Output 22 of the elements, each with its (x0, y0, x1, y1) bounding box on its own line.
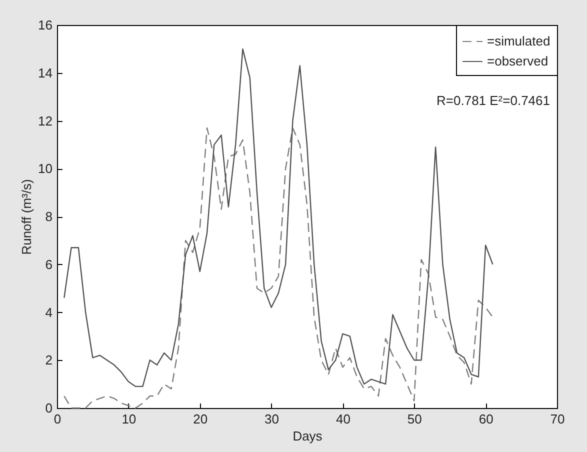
line-series (64, 127, 494, 409)
x-tick-label: 50 (407, 412, 422, 426)
y-tick-label: 12 (38, 113, 52, 128)
y-tick-label: 10 (38, 161, 52, 176)
x-tick-label: 10 (122, 412, 136, 426)
y-tick-label: 2 (45, 352, 52, 368)
y-axis-title: Runoff (m³/s) (19, 179, 34, 255)
y-tick-label: 4 (45, 304, 52, 320)
y-tick-label: 16 (38, 18, 52, 32)
y-tick-label: 8 (45, 209, 52, 224)
annotation: R=0.781 E²=0.7461 (436, 93, 550, 108)
legend-label: =observed (487, 54, 548, 68)
x-tick-label: 70 (550, 412, 565, 426)
x-tick-label: 60 (478, 412, 494, 426)
x-tick-label: 20 (193, 412, 208, 426)
x-tick-label: 40 (336, 412, 350, 426)
x-axis-title: Days (292, 428, 323, 444)
y-tick-label: 0 (45, 400, 52, 416)
x-tick-label: 30 (264, 412, 280, 426)
y-tick-label: 6 (45, 256, 52, 272)
legend-label: =simulated (487, 34, 550, 48)
y-tick-label: 14 (38, 65, 52, 80)
